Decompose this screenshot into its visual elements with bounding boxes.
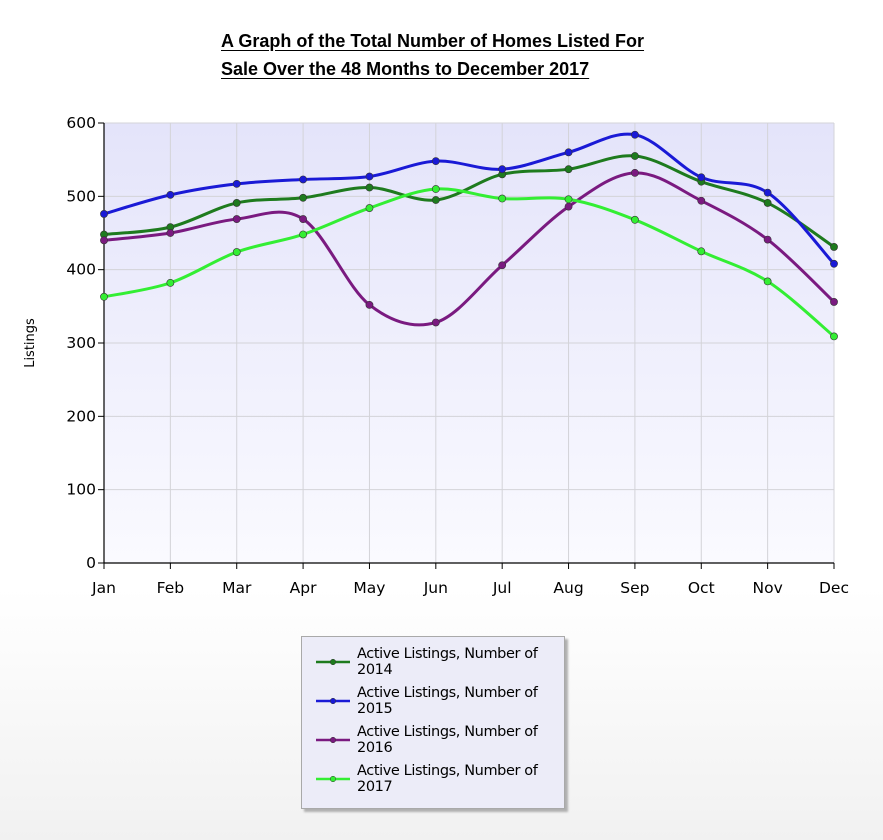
tick-labels: 0 100 200 300 400 500 600 Jan Feb Mar Apr May Jun Jul…	[66, 114, 849, 597]
data-point	[631, 152, 639, 160]
x-tick-label: Dec	[819, 579, 849, 597]
data-point	[631, 215, 639, 224]
x-tick-label: Aug	[553, 579, 583, 597]
data-point	[166, 229, 175, 237]
data-point	[299, 215, 307, 223]
data-point	[166, 278, 175, 287]
x-tick-label: May	[353, 579, 385, 597]
data-point	[498, 261, 507, 270]
legend-item: Active Listings, Number of 2017	[302, 762, 564, 800]
legend-label: Active Listings, Number of 2017	[357, 763, 538, 795]
legend-label: Active Listings, Number of 2016	[357, 724, 538, 756]
data-point	[830, 332, 838, 341]
series-4	[100, 185, 838, 341]
axes	[98, 122, 835, 569]
legend-item: Active Listings, Number of 2016	[302, 723, 564, 761]
data-point	[631, 130, 639, 139]
x-tick-label: Feb	[157, 579, 184, 597]
series-line	[103, 154, 835, 249]
data-point	[763, 235, 772, 244]
y-tick-label: 400	[66, 261, 96, 279]
chart-title: A Graph of the Total Number of Homes Lis…	[221, 27, 781, 83]
data-point	[498, 194, 507, 203]
data-point	[166, 190, 175, 199]
data-point	[431, 157, 440, 166]
data-point	[697, 247, 706, 256]
data-point	[365, 172, 374, 181]
legend-item: Active Listings, Number of 2014	[302, 645, 564, 683]
data-point	[299, 193, 307, 202]
x-tick-label: Nov	[753, 579, 783, 597]
series-line	[103, 187, 835, 338]
data-point	[299, 230, 307, 239]
legend-swatch	[316, 736, 350, 744]
data-point	[100, 210, 108, 218]
data-point	[100, 236, 108, 245]
y-tick-label: 600	[66, 114, 96, 132]
data-point	[431, 185, 440, 193]
legend-label: Active Listings, Number of 2014	[357, 646, 538, 678]
legend-swatch	[316, 658, 350, 666]
data-point	[365, 183, 374, 192]
data-point	[431, 318, 440, 327]
data-point	[365, 204, 374, 212]
chart-title-line-2: Sale Over the 48 Months to December 2017	[221, 59, 590, 79]
y-tick-label: 0	[86, 554, 96, 572]
x-tick-label: Jul	[492, 579, 512, 597]
data-point	[232, 179, 241, 188]
legend-swatch	[316, 697, 350, 705]
x-tick-label: Jan	[91, 579, 116, 597]
data-point	[498, 165, 507, 174]
data-point	[564, 165, 573, 174]
data-point	[763, 188, 772, 197]
y-tick-label: 300	[66, 334, 96, 352]
data-point	[564, 195, 573, 204]
data-point	[631, 168, 639, 177]
data-point	[232, 248, 241, 256]
data-point	[830, 243, 838, 251]
series-3	[100, 168, 838, 327]
data-point	[299, 175, 307, 184]
y-axis-label: Listings	[23, 318, 38, 368]
x-tick-label: Sep	[620, 579, 649, 597]
y-tick-label: 500	[66, 187, 96, 205]
legend-item: Active Listings, Number of 2015	[302, 684, 564, 722]
data-point	[830, 298, 838, 306]
data-point	[100, 292, 108, 301]
data-point	[697, 173, 706, 182]
legend-label: Active Listings, Number of 2015	[357, 685, 538, 717]
y-tick-label: 200	[66, 407, 96, 425]
x-tick-label: Jun	[423, 579, 448, 597]
data-point	[365, 300, 374, 309]
data-point	[431, 196, 440, 204]
data-point	[697, 196, 706, 205]
x-tick-label: Oct	[688, 579, 715, 597]
data-point	[830, 259, 838, 268]
series-2	[100, 130, 838, 268]
data-point	[564, 202, 573, 211]
legend: Active Listings, Number of 2014 Active Li…	[301, 636, 565, 809]
data-point	[763, 199, 772, 207]
data-point	[763, 277, 772, 286]
y-tick-label: 100	[66, 481, 96, 499]
data-point	[232, 199, 241, 207]
legend-swatch	[316, 775, 350, 783]
data-point	[232, 215, 241, 223]
data-point	[564, 148, 573, 157]
series-lines	[100, 130, 838, 341]
x-tick-label: Apr	[290, 579, 317, 597]
x-tick-label: Mar	[222, 579, 252, 597]
chart-title-line-1: A Graph of the Total Number of Homes Lis…	[221, 31, 645, 51]
